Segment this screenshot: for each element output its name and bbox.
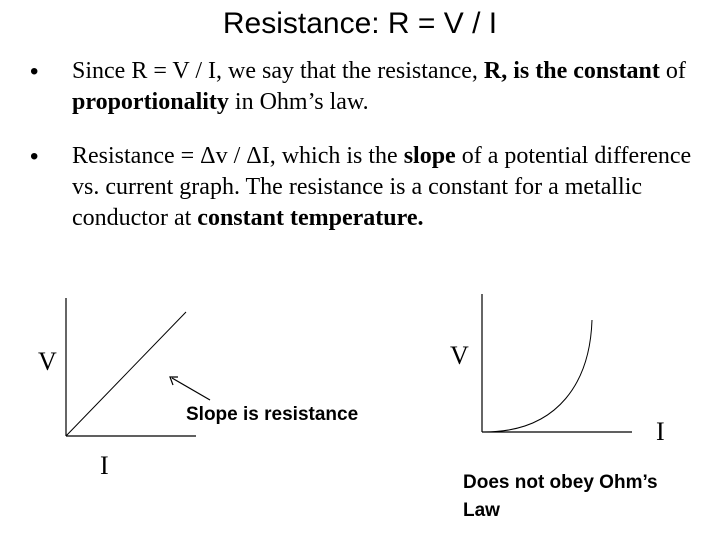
slope-annotation-label: Slope is resistance bbox=[186, 404, 359, 425]
slope-annotation-arrow bbox=[171, 377, 211, 401]
bullet2-text-1: Resistance = Δv / ΔI, which is the bbox=[72, 143, 404, 169]
bullet-marker: • bbox=[30, 58, 39, 85]
slide-title: Resistance: R = V / I bbox=[222, 7, 498, 40]
bullet1-text-3: in Ohm’s law. bbox=[228, 89, 369, 115]
bullet1-text-1: Since R = V / I, we say that the resista… bbox=[72, 58, 484, 84]
left-graph-y-label: V bbox=[38, 347, 57, 376]
bullet2-text-2: of a potential difference vs. current gr… bbox=[72, 143, 692, 231]
right-graph-caption-line1: Does not obey Ohm’s bbox=[463, 472, 658, 493]
bullet2-bold-slope: slope bbox=[403, 143, 456, 169]
bullet2-bold-constant-temperature: constant temperature. bbox=[197, 205, 424, 231]
bullet-item-2: • Resistance = Δv / ΔI, which is the slo… bbox=[30, 141, 700, 234]
bullet-item-1: • Since R = V / I, we say that the resis… bbox=[30, 56, 700, 118]
bullet1-bold-r-constant: R, is the constant bbox=[483, 58, 660, 84]
bullet1-text-2: of bbox=[659, 58, 686, 84]
bullet1-bold-proportionality: proportionality bbox=[72, 89, 229, 115]
left-graph-linear-line bbox=[65, 311, 187, 437]
bullet-marker: • bbox=[30, 143, 39, 170]
arrowhead-icon bbox=[169, 376, 178, 386]
bullet-list: • Since R = V / I, we say that the resis… bbox=[30, 56, 700, 234]
left-graph-x-label: I bbox=[100, 451, 109, 480]
right-graph-y-label: V bbox=[450, 341, 469, 370]
right-graph-curve bbox=[483, 319, 593, 433]
right-graph-caption-line2: Law bbox=[463, 500, 500, 521]
right-graph-x-label: I bbox=[656, 417, 665, 446]
